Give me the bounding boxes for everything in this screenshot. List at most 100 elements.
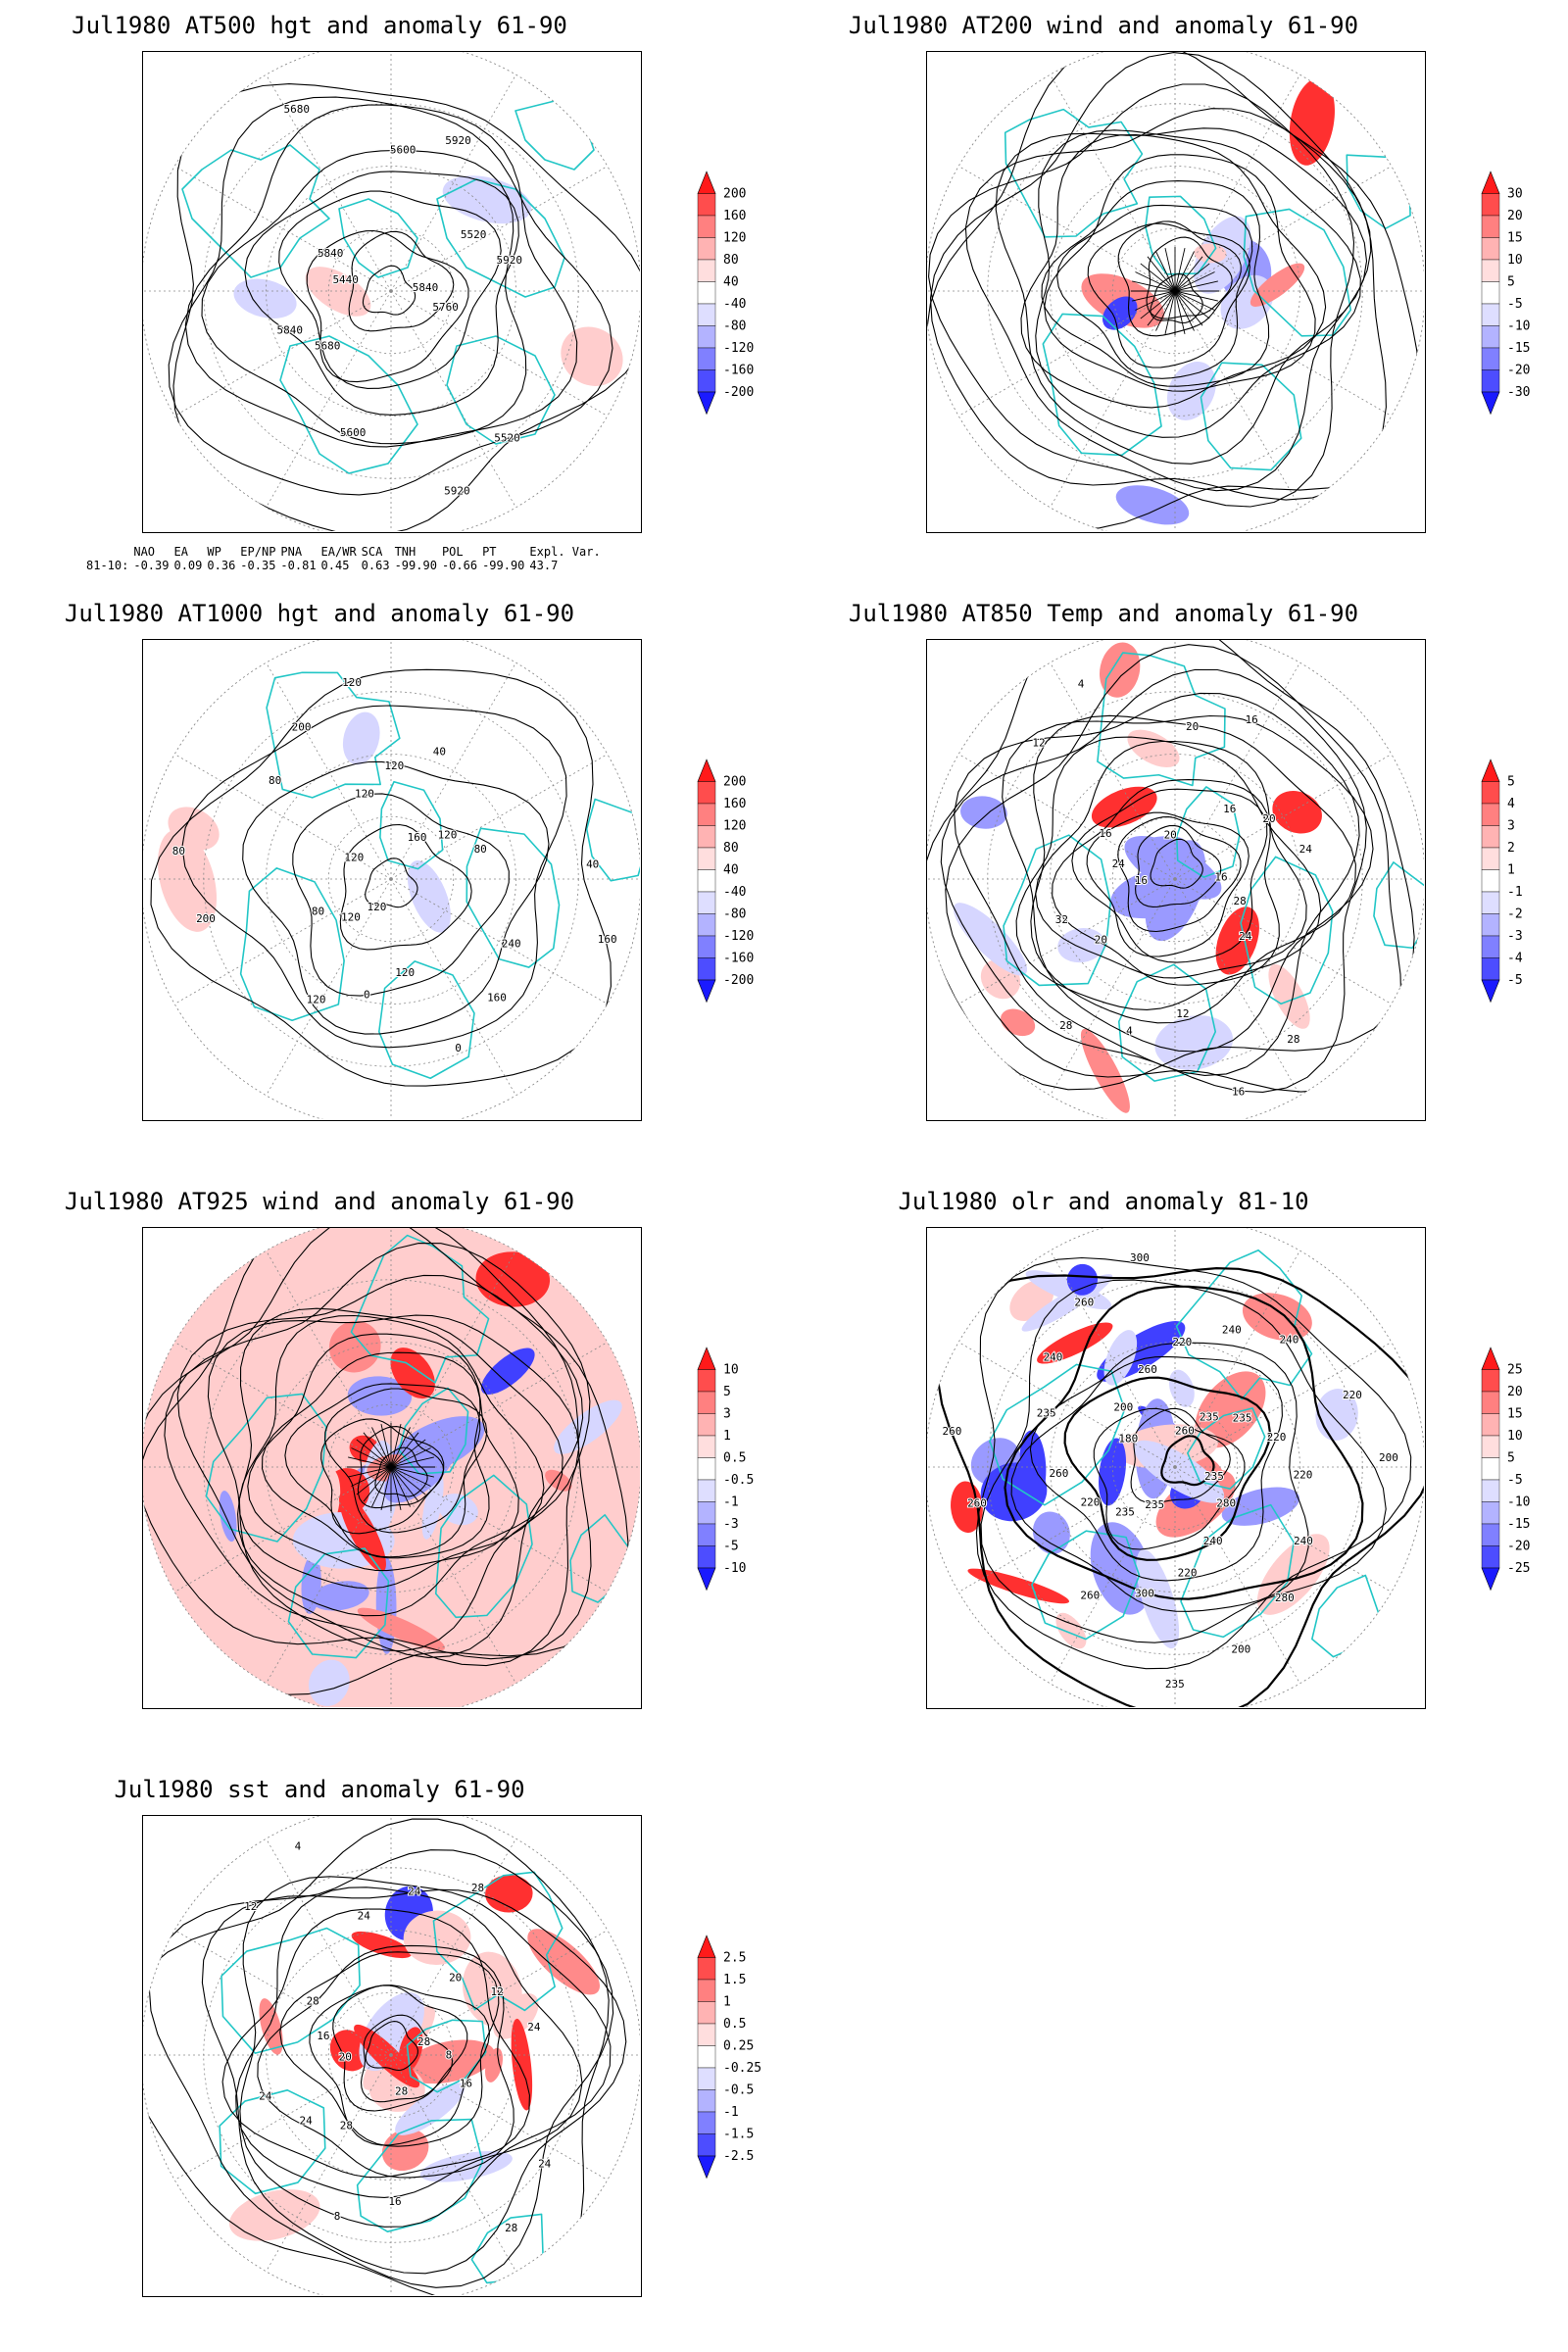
contour-line [1030,714,1356,1024]
cool-anomaly [1133,1440,1225,1503]
coastline [1200,362,1302,471]
latitude-circle [266,166,516,416]
contour-label: 120 [384,760,404,772]
colorbar-label: 2 [1507,841,1515,856]
colorbar-label: -0.25 [723,2061,761,2076]
streamline [1140,263,1176,292]
contour-label: 16 [1232,1086,1245,1099]
colorbar-label: -120 [723,929,754,944]
colorbar-arrow-bottom [697,391,716,416]
colorbar-label: -5 [1507,297,1523,312]
colorbar-label: 10 [1507,253,1523,268]
contour-label: 260 [1175,1424,1195,1437]
contour-label: 160 [598,933,617,946]
colorbar-swatch [1481,1501,1500,1525]
streamline [1132,290,1176,302]
streamline [363,1466,392,1502]
cool-anomaly [1066,1263,1099,1296]
colorbar-label: 4 [1507,797,1515,811]
contour-line [940,668,1367,1093]
contour-label: 8 [334,2210,341,2223]
colorbar-label: -3 [723,1517,739,1532]
map-frame [926,51,1426,533]
contour-label: 16 [1246,713,1258,726]
contour-line [1035,129,1361,438]
warm-anomaly [351,1931,413,1959]
streamline [1135,290,1176,311]
teleconn-value: -0.66 [441,559,478,572]
contour-label: 235 [1200,1410,1219,1423]
cool-anomaly [342,711,380,765]
contour-label: 5520 [494,432,520,445]
contour-label: 160 [487,992,507,1004]
contour-line [238,1314,545,1590]
contour-label: 200 [1379,1451,1398,1464]
contour-line [362,265,416,316]
contour-line [936,1266,1424,1707]
contour-line [1086,811,1250,957]
streamline [1174,290,1210,319]
streamline [1164,290,1176,334]
cool-anomaly [395,2082,466,2135]
colorbar-label: 0.5 [723,1451,746,1466]
cool-anomaly [347,1376,413,1416]
coastline [585,798,640,882]
warm-anomaly [1091,786,1157,828]
contour-line [181,705,567,1049]
contour-label: 260 [1080,1590,1100,1602]
contour-label: 20 [1186,720,1199,733]
contour-label: 5840 [413,281,439,294]
streamline [351,1466,392,1487]
contour-line [1052,779,1280,986]
colorbar-label: -2.5 [723,2149,754,2164]
contour-line [221,1908,530,2179]
coastline [1004,108,1144,238]
panel-title: Jul1980 AT850 Temp and anomaly 61-90 [848,600,1359,627]
cool-anomaly [1166,361,1216,420]
cool-anomaly [960,796,1007,829]
cool-anomaly [1315,1389,1358,1442]
warm-anomaly [157,829,218,932]
map-frame: 260 240 235 220 235 260 240 260 235 220 240 200 235 2… [926,1227,1426,1709]
streamline [1147,290,1176,326]
colorbar-swatch [697,347,716,370]
contour-label: 4 [1126,1024,1133,1037]
colorbar-label: 40 [723,863,739,878]
colorbar-swatch [697,2001,716,2025]
contour-label: 235 [1115,1505,1135,1518]
cool-anomaly [421,1472,444,1540]
contour-label: 28 [1059,1019,1072,1032]
colorbar-label: 3 [723,1407,731,1422]
cool-anomaly [383,1436,457,1503]
contour-line [309,1984,491,2146]
colorbar-label: 1 [723,1995,731,2010]
cool-anomaly [1154,1015,1234,1070]
colorbar-label: -15 [1507,341,1530,356]
colorbar-label: -3 [1507,929,1523,944]
teleconn-value: 0.45 [320,559,350,572]
contour-line [348,230,455,332]
colorbar-swatch [1481,891,1500,914]
contour-line [168,96,613,496]
colorbar-label: 80 [723,253,739,268]
contour-label: 24 [1239,930,1252,943]
teleconn-header: EP/NP [240,545,276,559]
colorbar-svg: 5 4 3 2 1 -1 -2 -3 -4 -5 [1481,759,1523,1004]
contour-line [1093,1407,1246,1550]
contour-line [1010,1342,1309,1612]
colorbar-swatch [1481,869,1500,893]
contour-line [339,823,472,951]
contour-label: 12 [1032,737,1045,750]
coastline [356,2118,484,2233]
contour-line [239,1876,612,2228]
colorbar-label: -0.5 [723,1473,754,1488]
streamline [1140,290,1176,319]
colorbar-label: 120 [723,231,746,246]
colorbar-swatch [697,1435,716,1458]
streamline [1164,248,1176,292]
contour-line [975,1256,1412,1670]
contour-label: 260 [1074,1296,1094,1308]
colorbar-arrow-bottom [697,1567,716,1592]
colorbar-label: 1.5 [723,1973,746,1987]
colorbar-swatch [697,2111,716,2134]
